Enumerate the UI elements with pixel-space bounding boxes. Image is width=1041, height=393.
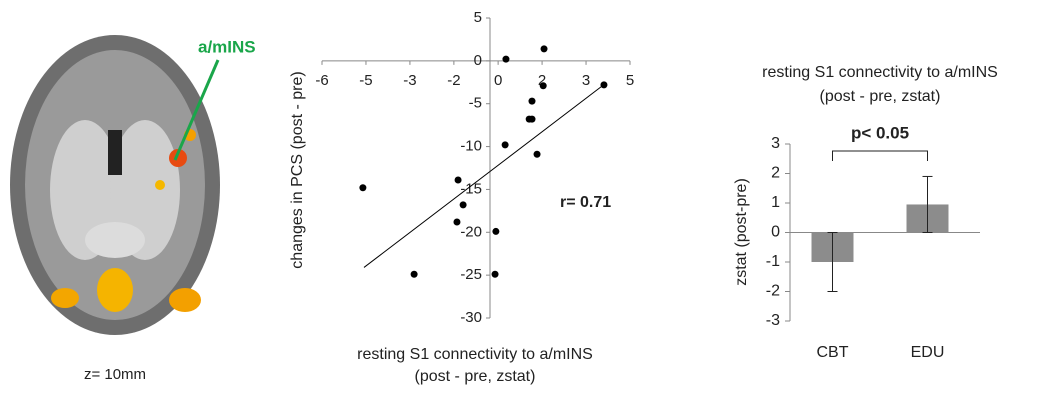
scatter-point bbox=[529, 116, 536, 123]
y-tick-label: -20 bbox=[460, 223, 482, 240]
x-tick-label: 5 bbox=[626, 72, 634, 89]
scatter-point bbox=[455, 177, 462, 184]
chart-title: resting S1 connectivity to a/mINS bbox=[762, 64, 998, 81]
x-tick-label: CBT bbox=[817, 344, 849, 361]
splenium bbox=[85, 222, 145, 258]
y-tick-label: 3 bbox=[771, 135, 780, 152]
scatter-point bbox=[600, 81, 607, 88]
x-tick-label: -3 bbox=[403, 72, 416, 89]
scatter-point bbox=[541, 45, 548, 52]
annotation: r= 0.71 bbox=[560, 194, 611, 211]
activation-blob bbox=[97, 268, 133, 312]
y-tick-label: -10 bbox=[460, 138, 482, 155]
y-tick-label: -15 bbox=[460, 180, 482, 197]
scatter-point bbox=[492, 271, 499, 278]
trendline bbox=[364, 83, 606, 267]
scatter-point bbox=[502, 56, 509, 63]
y-tick-label: 0 bbox=[771, 224, 780, 241]
activation-blob bbox=[51, 288, 79, 308]
x-tick-label: -6 bbox=[315, 72, 328, 89]
y-tick-label: -5 bbox=[469, 95, 482, 112]
scatter-point bbox=[534, 151, 541, 158]
y-tick-label: 5 bbox=[474, 9, 482, 26]
scatter-point bbox=[492, 228, 499, 235]
x-axis-label: (post - pre, zstat) bbox=[415, 368, 536, 385]
x-axis-label: resting S1 connectivity to a/mINS bbox=[357, 346, 593, 363]
scatter-point bbox=[453, 219, 460, 226]
x-tick-label: 0 bbox=[494, 72, 502, 89]
scatter-point bbox=[540, 82, 547, 89]
y-axis-label: changes in PCS (post - pre) bbox=[289, 71, 306, 268]
significance-bracket bbox=[833, 151, 928, 161]
y-tick-label: 1 bbox=[771, 194, 780, 211]
chart-title: (post - pre, zstat) bbox=[820, 88, 941, 105]
y-axis-label: zstat (post-pre) bbox=[733, 178, 750, 286]
annotation: p< 0.05 bbox=[851, 123, 909, 142]
scatter-point bbox=[529, 98, 536, 105]
activation-blob bbox=[169, 288, 201, 312]
figure: a/mINS z= 10mm -6-5-3-2023550-5-10-15-20… bbox=[0, 0, 1041, 393]
y-tick-label: 2 bbox=[771, 165, 780, 182]
y-tick-label: -25 bbox=[460, 266, 482, 283]
y-tick-label: -2 bbox=[766, 283, 780, 300]
y-tick-label: -30 bbox=[460, 309, 482, 326]
scatter-point bbox=[411, 271, 418, 278]
activation-blob bbox=[155, 180, 165, 190]
y-tick-label: 0 bbox=[474, 52, 482, 69]
slice-caption: z= 10mm bbox=[84, 366, 146, 383]
y-tick-label: -3 bbox=[766, 312, 780, 329]
x-tick-label: -5 bbox=[359, 72, 372, 89]
scatter-point bbox=[460, 201, 467, 208]
ventricle bbox=[108, 130, 122, 175]
x-tick-label: EDU bbox=[911, 344, 945, 361]
region-label: a/mINS bbox=[198, 37, 256, 56]
x-tick-label: -2 bbox=[447, 72, 460, 89]
x-tick-label: 3 bbox=[582, 72, 590, 89]
scatter-point bbox=[359, 184, 366, 191]
y-tick-label: -1 bbox=[766, 253, 780, 270]
scatter-point bbox=[502, 141, 509, 148]
brain-image: a/mINS z= 10mm bbox=[10, 35, 256, 383]
